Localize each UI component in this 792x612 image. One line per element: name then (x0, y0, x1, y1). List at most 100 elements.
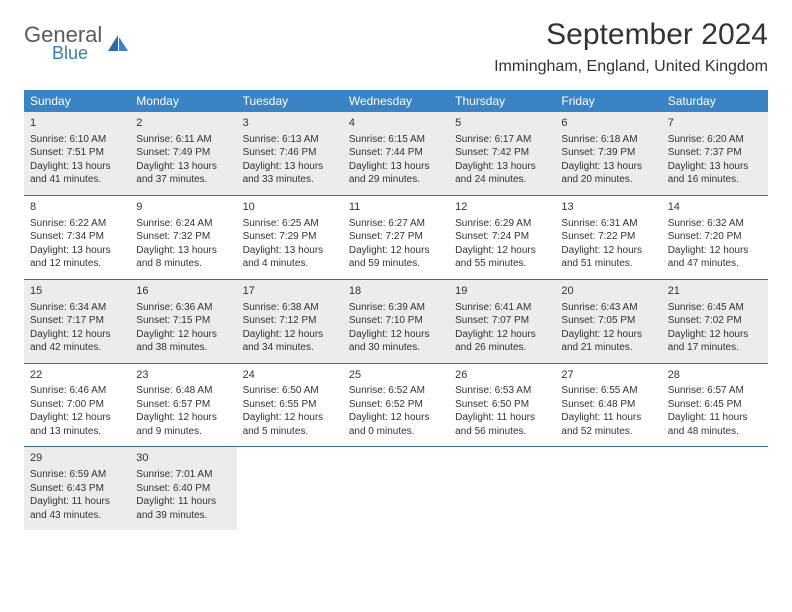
sunset-line: Sunset: 7:05 PM (561, 314, 655, 328)
day-number: 9 (136, 200, 230, 215)
sunrise-line: Sunrise: 7:01 AM (136, 468, 230, 482)
day-cell (449, 447, 555, 530)
daylight-line: Daylight: 12 hours and 0 minutes. (349, 411, 443, 438)
day-cell: 7Sunrise: 6:20 AMSunset: 7:37 PMDaylight… (662, 112, 768, 195)
daylight-line: Daylight: 13 hours and 37 minutes. (136, 160, 230, 187)
sunrise-line: Sunrise: 6:48 AM (136, 384, 230, 398)
sunrise-line: Sunrise: 6:32 AM (668, 217, 762, 231)
sunset-line: Sunset: 7:17 PM (30, 314, 124, 328)
daylight-line: Daylight: 13 hours and 16 minutes. (668, 160, 762, 187)
calendar: SundayMondayTuesdayWednesdayThursdayFrid… (24, 90, 768, 530)
weekday-cell: Sunday (24, 90, 130, 112)
day-number: 15 (30, 284, 124, 299)
day-cell: 22Sunrise: 6:46 AMSunset: 7:00 PMDayligh… (24, 364, 130, 447)
daylight-line: Daylight: 13 hours and 8 minutes. (136, 244, 230, 271)
sunset-line: Sunset: 7:39 PM (561, 146, 655, 160)
day-cell: 28Sunrise: 6:57 AMSunset: 6:45 PMDayligh… (662, 364, 768, 447)
daylight-line: Daylight: 12 hours and 47 minutes. (668, 244, 762, 271)
day-number: 5 (455, 116, 549, 131)
sunset-line: Sunset: 7:10 PM (349, 314, 443, 328)
sunset-line: Sunset: 7:42 PM (455, 146, 549, 160)
daylight-line: Daylight: 12 hours and 59 minutes. (349, 244, 443, 271)
day-cell: 1 Sunrise: 6:10 AMSunset: 7:51 PMDaylight… (24, 112, 130, 195)
daylight-line: Daylight: 11 hours and 52 minutes. (561, 411, 655, 438)
sunrise-line: Sunrise: 6:24 AM (136, 217, 230, 231)
day-number: 25 (349, 368, 443, 383)
day-number: 17 (243, 284, 337, 299)
title-block: September 2024 Immingham, England, Unite… (494, 18, 768, 76)
day-number: 1 (30, 116, 124, 131)
daylight-line: Daylight: 12 hours and 55 minutes. (455, 244, 549, 271)
day-number: 14 (668, 200, 762, 215)
sunrise-line: Sunrise: 6:57 AM (668, 384, 762, 398)
week-row: 1Sunrise: 6:10 AMSunset: 7:51 PMDaylight… (24, 112, 768, 196)
day-cell: 4Sunrise: 6:15 AMSunset: 7:44 PMDaylight… (343, 112, 449, 195)
sunset-line: Sunset: 7:07 PM (455, 314, 549, 328)
logo-text: General Blue (24, 24, 102, 62)
sunrise-line: Sunrise: 6:20 AM (668, 133, 762, 147)
sunrise-line: Sunrise: 6:39 AM (349, 301, 443, 315)
daylight-line: Daylight: 13 hours and 12 minutes. (30, 244, 124, 271)
day-cell: 23Sunrise: 6:48 AMSunset: 6:57 PMDayligh… (130, 364, 236, 447)
sunrise-line: Sunrise: 6:34 AM (30, 301, 124, 315)
day-cell: 15 Sunrise: 6:34 AMSunset: 7:17 PMDayligh… (24, 280, 130, 363)
sunrise-line: Sunrise: 6:41 AM (455, 301, 549, 315)
day-cell: 14 Sunrise: 6:32 AMSunset: 7:20 PMDayligh… (662, 196, 768, 279)
week-row: 15Sunrise: 6:34 AMSunset: 7:17 PMDayligh… (24, 280, 768, 364)
sail-icon (106, 33, 130, 53)
day-cell: 2Sunrise: 6:11 AMSunset: 7:49 PMDaylight… (130, 112, 236, 195)
day-cell: 11Sunrise: 6:27 AMSunset: 7:27 PMDayligh… (343, 196, 449, 279)
logo: General Blue (24, 18, 130, 62)
day-number: 2 (136, 116, 230, 131)
day-number: 21 (668, 284, 762, 299)
sunset-line: Sunset: 7:20 PM (668, 230, 762, 244)
day-cell: 18Sunrise: 6:39 AMSunset: 7:10 PMDayligh… (343, 280, 449, 363)
sunrise-line: Sunrise: 6:31 AM (561, 217, 655, 231)
day-number: 22 (30, 368, 124, 383)
sunset-line: Sunset: 7:24 PM (455, 230, 549, 244)
day-number: 12 (455, 200, 549, 215)
sunrise-line: Sunrise: 6:10 AM (30, 133, 124, 147)
weekday-cell: Thursday (449, 90, 555, 112)
sunset-line: Sunset: 6:48 PM (561, 398, 655, 412)
day-number: 13 (561, 200, 655, 215)
sunrise-line: Sunrise: 6:59 AM (30, 468, 124, 482)
day-number: 3 (243, 116, 337, 131)
daylight-line: Daylight: 11 hours and 39 minutes. (136, 495, 230, 522)
sunset-line: Sunset: 6:55 PM (243, 398, 337, 412)
daylight-line: Daylight: 12 hours and 42 minutes. (30, 328, 124, 355)
day-cell: 16Sunrise: 6:36 AMSunset: 7:15 PMDayligh… (130, 280, 236, 363)
weekday-cell: Saturday (662, 90, 768, 112)
sunrise-line: Sunrise: 6:46 AM (30, 384, 124, 398)
day-number: 26 (455, 368, 549, 383)
daylight-line: Daylight: 12 hours and 34 minutes. (243, 328, 337, 355)
daylight-line: Daylight: 13 hours and 41 minutes. (30, 160, 124, 187)
sunrise-line: Sunrise: 6:13 AM (243, 133, 337, 147)
day-number: 10 (243, 200, 337, 215)
day-cell (343, 447, 449, 530)
day-cell: 9 Sunrise: 6:24 AMSunset: 7:32 PMDaylight… (130, 196, 236, 279)
sunset-line: Sunset: 7:32 PM (136, 230, 230, 244)
daylight-line: Daylight: 13 hours and 24 minutes. (455, 160, 549, 187)
sunset-line: Sunset: 7:51 PM (30, 146, 124, 160)
daylight-line: Daylight: 12 hours and 51 minutes. (561, 244, 655, 271)
day-number: 4 (349, 116, 443, 131)
day-cell: 17Sunrise: 6:38 AMSunset: 7:12 PMDayligh… (237, 280, 343, 363)
sunset-line: Sunset: 7:29 PM (243, 230, 337, 244)
sunrise-line: Sunrise: 6:50 AM (243, 384, 337, 398)
daylight-line: Daylight: 12 hours and 38 minutes. (136, 328, 230, 355)
sunset-line: Sunset: 7:44 PM (349, 146, 443, 160)
weekday-cell: Friday (555, 90, 661, 112)
weekday-header: SundayMondayTuesdayWednesdayThursdayFrid… (24, 90, 768, 112)
day-number: 29 (30, 451, 124, 466)
week-row: 8Sunrise: 6:22 AMSunset: 7:34 PMDaylight… (24, 196, 768, 280)
header: General Blue September 2024 Immingham, E… (24, 18, 768, 76)
day-cell: 29Sunrise: 6:59 AMSunset: 6:43 PMDayligh… (24, 447, 130, 530)
sunrise-line: Sunrise: 6:52 AM (349, 384, 443, 398)
day-cell: 3Sunrise: 6:13 AMSunset: 7:46 PMDaylight… (237, 112, 343, 195)
sunrise-line: Sunrise: 6:43 AM (561, 301, 655, 315)
day-number: 6 (561, 116, 655, 131)
day-number: 18 (349, 284, 443, 299)
weekday-cell: Tuesday (237, 90, 343, 112)
day-number: 24 (243, 368, 337, 383)
